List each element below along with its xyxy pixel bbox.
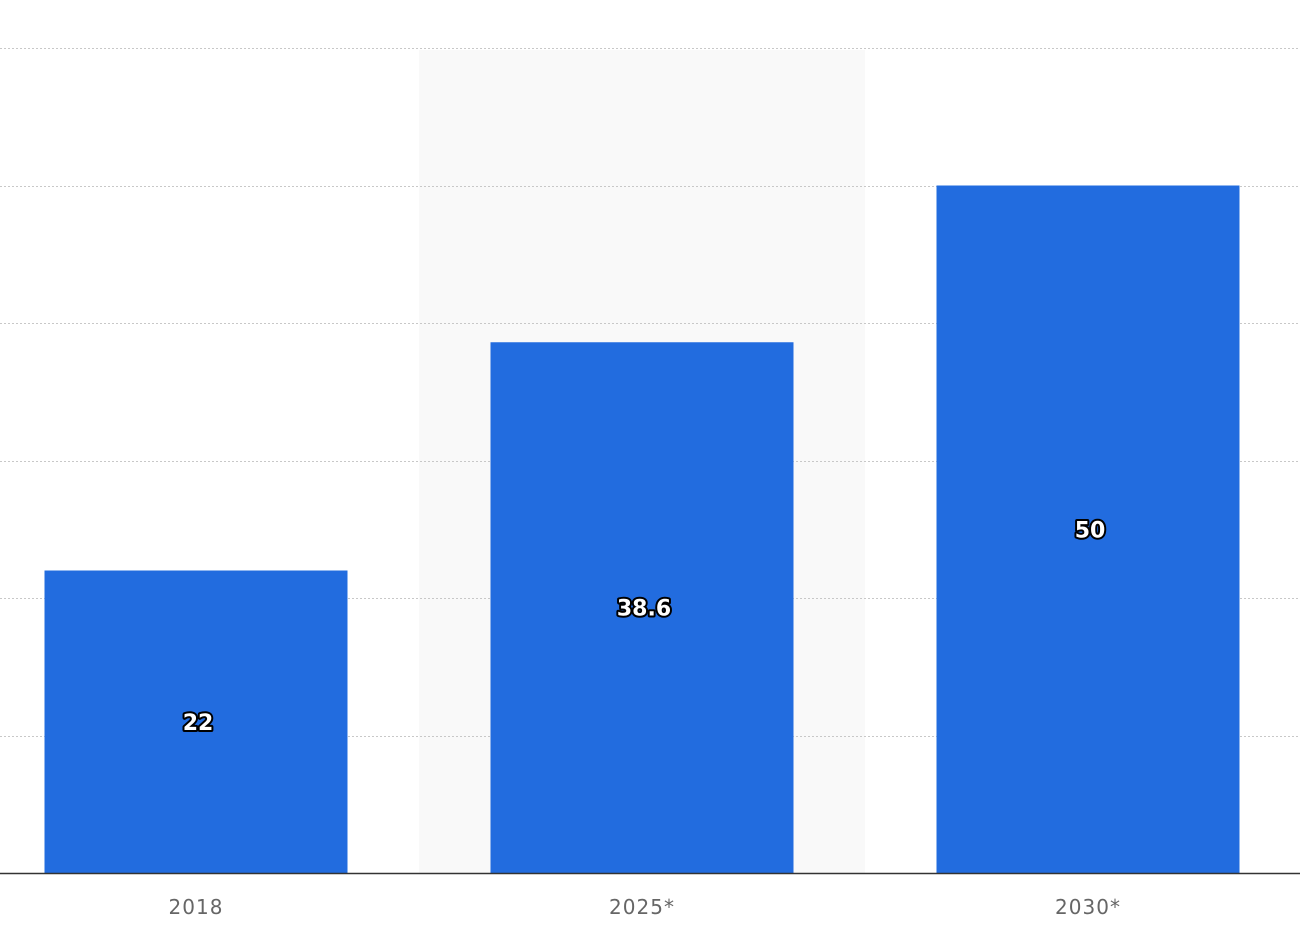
data-label: 22 bbox=[183, 711, 214, 736]
x-tick-label: 2018 bbox=[169, 895, 224, 919]
data-label: 38.6 bbox=[617, 597, 671, 622]
bar[interactable] bbox=[490, 342, 794, 873]
x-tick-label: 2030* bbox=[1055, 895, 1121, 919]
data-label: 50 bbox=[1075, 518, 1106, 543]
x-tick-labels: 2018 2025* 2030* bbox=[169, 895, 1121, 919]
x-tick-label: 2025* bbox=[609, 895, 675, 919]
bar[interactable] bbox=[44, 570, 348, 874]
bar[interactable] bbox=[936, 185, 1240, 874]
data-labels: 22 38.6 50 bbox=[181, 516, 1108, 738]
bars bbox=[44, 185, 1240, 874]
